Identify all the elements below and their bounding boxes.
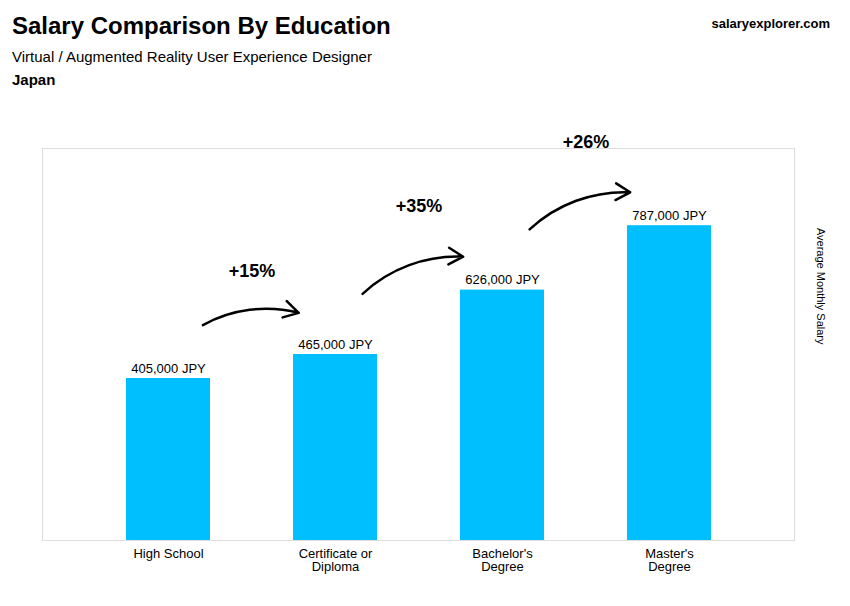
svg-text:787,000 JPY: 787,000 JPY <box>632 208 707 223</box>
html-text:Salary Comparison By Education: Salary Comparison By Education <box>12 12 391 39</box>
html-text:Virtual / Augmented Reality Us: Virtual / Augmented Reality User Experie… <box>12 48 372 65</box>
svg-text:Average Monthly Salary: Average Monthly Salary <box>815 228 827 345</box>
svg-text:Master'sDegree: Master'sDegree <box>645 546 694 574</box>
html-text:Japan: Japan <box>12 71 56 88</box>
svg-text:626,000 JPY: 626,000 JPY <box>465 272 540 287</box>
html-text:salaryexplorer.com: salaryexplorer.com <box>711 16 830 31</box>
svg-text:465,000 JPY: 465,000 JPY <box>298 337 373 352</box>
svg-text:Bachelor'sDegree: Bachelor'sDegree <box>472 546 533 574</box>
svg-text:+26%: +26% <box>563 132 610 152</box>
svg-text:+15%: +15% <box>229 261 276 281</box>
svg-text:+35%: +35% <box>396 196 443 216</box>
svg-text:High School: High School <box>133 546 203 561</box>
svg-text:Certificate orDiploma: Certificate orDiploma <box>299 546 373 574</box>
svg-text:405,000 JPY: 405,000 JPY <box>131 361 206 376</box>
